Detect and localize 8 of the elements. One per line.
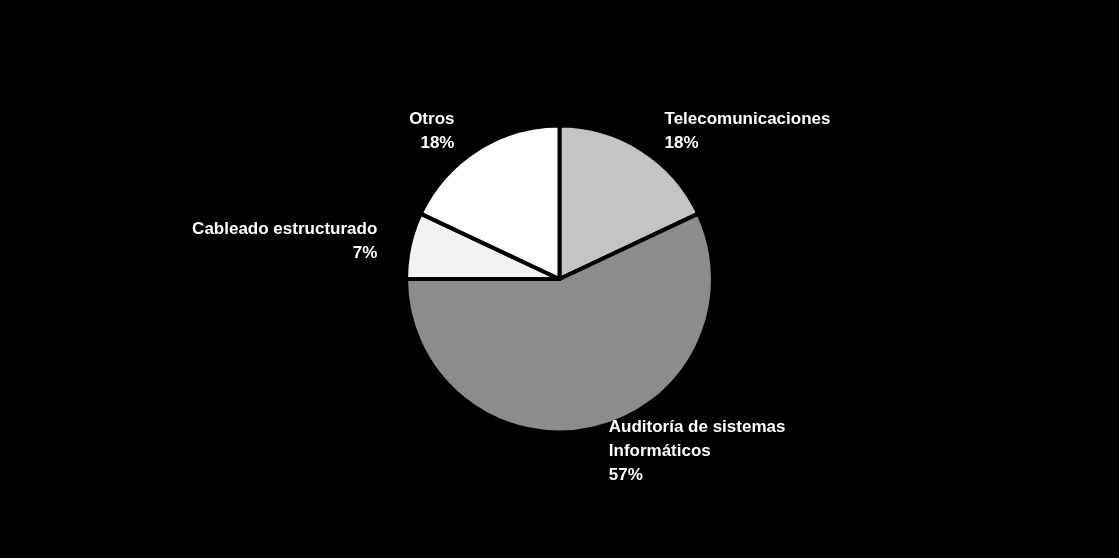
data-label: 18% <box>420 133 455 153</box>
slice-label: Telecomunicaciones <box>664 109 831 129</box>
slice-label: Auditoría de sistemas Informáticos <box>608 416 791 460</box>
data-label: 7% <box>352 243 378 263</box>
data-label: 18% <box>664 133 699 153</box>
slice-label: Otros <box>409 109 455 129</box>
slice-label: Cableado estructurado <box>192 219 378 239</box>
data-label: 57% <box>608 464 643 484</box>
